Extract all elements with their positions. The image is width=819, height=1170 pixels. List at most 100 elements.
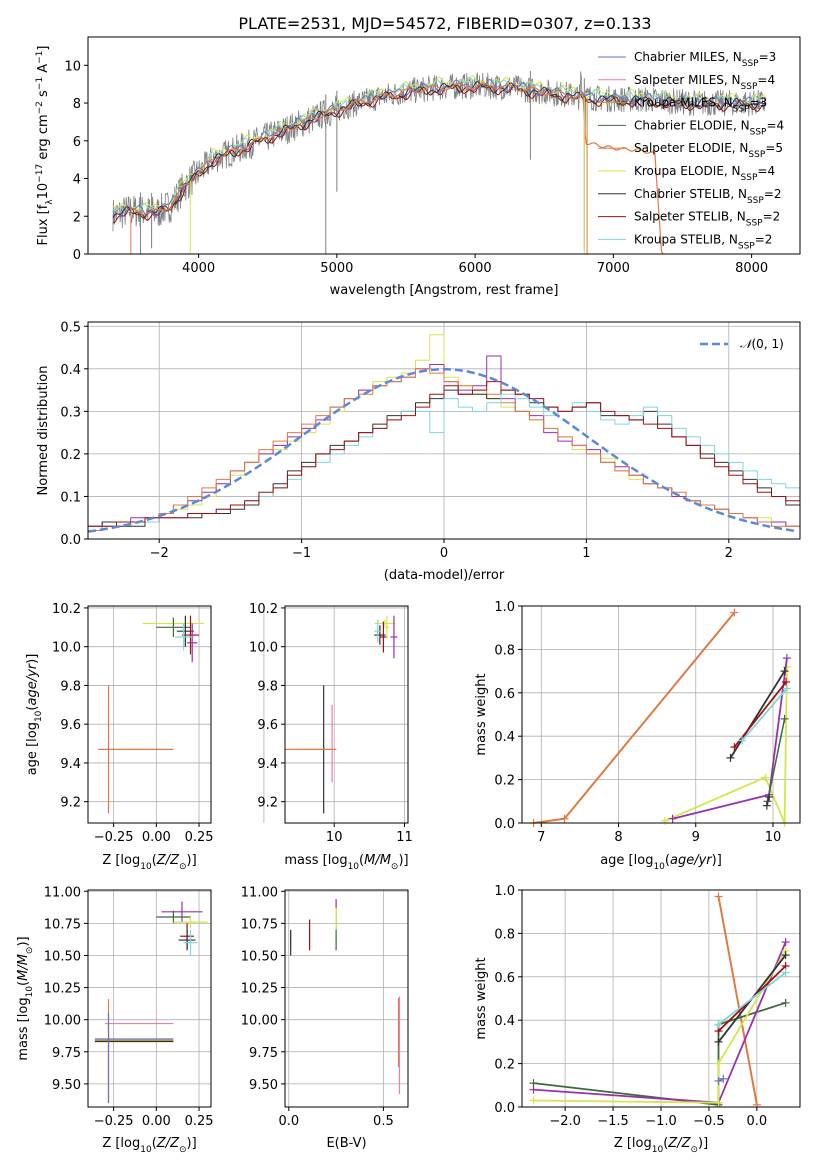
- weight-line: [533, 950, 787, 1104]
- x-tick-label: 0: [440, 546, 448, 561]
- x-tick-label: 0.5: [373, 1114, 394, 1129]
- y-tick-label: 9.50: [249, 1078, 278, 1093]
- x-tick-label: −2.0: [549, 1114, 581, 1129]
- x-axis-label: age [log10(age/yr)]: [600, 853, 722, 872]
- y-tick-label: 0.1: [60, 490, 81, 505]
- y-tick-label: 9.75: [249, 1046, 278, 1061]
- weight-line: [741, 687, 788, 742]
- y-tick-label: 11.00: [241, 885, 278, 900]
- y-tick-label: 8: [73, 97, 81, 112]
- y-tick-label: 10.00: [44, 1014, 81, 1029]
- y-tick-label: 1.0: [494, 884, 515, 899]
- y-tick-label: 0.2: [494, 774, 515, 789]
- x-tick-label: 1: [582, 546, 590, 561]
- y-tick-label: 0.0: [494, 817, 515, 832]
- legend-label: Kroupa STELIB, NSSP=2: [634, 232, 772, 251]
- y-tick-label: 10.0: [52, 641, 81, 656]
- x-axis-label: E(B-V): [326, 1136, 366, 1151]
- y-tick-label: 0: [73, 248, 81, 263]
- x-tick-label: 8000: [735, 261, 768, 276]
- weight-line: [717, 896, 758, 1105]
- x-axis-label: wavelength [Angstrom, rest frame]: [330, 283, 559, 298]
- y-tick-label: 10: [64, 59, 81, 74]
- y-tick-label: 2: [73, 210, 81, 225]
- x-tick-label: 6000: [459, 261, 492, 276]
- y-tick-label: 0.5: [60, 320, 81, 335]
- y-tick-label: 10.25: [44, 982, 81, 997]
- weight-age-frame: [521, 605, 801, 824]
- weight-line: [729, 670, 786, 759]
- x-tick-label: 5000: [320, 261, 353, 276]
- legend-label: Chabrier STELIB, NSSP=2: [634, 187, 782, 206]
- age-mass-frame: [284, 605, 409, 824]
- y-tick-label: 0.4: [494, 1014, 515, 1029]
- x-tick-label: −0.5: [693, 1114, 725, 1129]
- y-tick-label: 6: [73, 135, 81, 150]
- legend-label: Chabrier MILES, NSSP=3: [634, 50, 776, 69]
- x-tick-label: −2: [150, 546, 169, 561]
- y-tick-label: 9.4: [60, 757, 81, 772]
- y-tick-label: 0.8: [494, 927, 515, 942]
- x-tick-label: 7000: [597, 261, 630, 276]
- mass-z-frame: [87, 889, 212, 1108]
- y-tick-label: 0.2: [60, 448, 81, 463]
- x-axis-label: Z [log10(Z/Z⊙)]: [614, 1136, 708, 1155]
- y-tick-label: 10.75: [44, 917, 81, 932]
- y-tick-label: 10.75: [241, 917, 278, 932]
- y-tick-label: 10.2: [52, 602, 81, 617]
- y-tick-label: 0.4: [494, 730, 515, 745]
- y-axis-label: mass weight: [474, 957, 489, 1039]
- legend-label: Chabrier ELODIE, NSSP=4: [634, 118, 784, 137]
- y-axis-label: Flux [fλ10−17 erg cm−2 s−1 A−1]: [35, 46, 55, 246]
- y-tick-label: 9.50: [52, 1078, 81, 1093]
- x-tick-label: 7: [537, 830, 545, 845]
- x-tick-label: 8: [614, 830, 622, 845]
- y-axis-label: mass weight: [474, 673, 489, 755]
- legend-label: Salpeter MILES, NSSP=4: [634, 73, 775, 92]
- x-axis-label: Z [log10(Z/Z⊙)]: [102, 853, 196, 872]
- weight-line: [664, 666, 788, 823]
- x-tick-label: 0.0: [278, 1114, 299, 1129]
- x-tick-label: −0.25: [94, 1114, 134, 1129]
- y-tick-label: 10.50: [44, 949, 81, 964]
- histogram-series: [88, 381, 800, 527]
- legend-label: 𝒩(0, 1): [740, 337, 784, 351]
- weight-line: [766, 718, 786, 802]
- weight-line: [533, 611, 736, 823]
- x-tick-label: 0.00: [142, 1114, 171, 1129]
- y-tick-label: 9.75: [52, 1046, 81, 1061]
- model-line-kroupa-stelib: [112, 77, 766, 214]
- x-tick-label: 11: [396, 830, 413, 845]
- y-tick-label: 1.0: [494, 600, 515, 615]
- x-tick-label: 0.00: [142, 830, 171, 845]
- y-tick-label: 10.00: [241, 1014, 278, 1029]
- spectrum-frame: [87, 36, 801, 255]
- y-tick-label: 4: [73, 173, 81, 188]
- x-tick-label: −1.0: [645, 1114, 677, 1129]
- y-axis-label: age [log10(age/yr)]: [25, 654, 44, 776]
- x-axis-label: mass [log10(M/M⊙)]: [284, 853, 408, 872]
- mass-ebv-frame: [284, 889, 409, 1108]
- y-tick-label: 9.2: [60, 796, 81, 811]
- x-tick-label: 4000: [182, 261, 215, 276]
- gaussian-curve: [88, 368, 798, 533]
- y-tick-label: 9.6: [257, 718, 278, 733]
- model-line-chabrier-stelib: [112, 81, 766, 219]
- y-tick-label: 10.25: [241, 982, 278, 997]
- y-tick-label: 0.0: [60, 533, 81, 548]
- age-z-frame: [87, 605, 212, 824]
- x-axis-label: (data-model)/error: [384, 568, 505, 583]
- y-tick-label: 9.8: [60, 679, 81, 694]
- histogram-series: [88, 368, 800, 531]
- model-line-chabrier-miles: [112, 79, 766, 218]
- y-tick-label: 0.6: [494, 687, 515, 702]
- legend-label: Kroupa ELODIE, NSSP=4: [634, 164, 775, 183]
- y-tick-label: 11.00: [44, 885, 81, 900]
- x-tick-label: 9: [692, 830, 700, 845]
- y-tick-label: 9.8: [257, 679, 278, 694]
- y-tick-label: 0.3: [60, 405, 81, 420]
- x-tick-label: 0.0: [747, 1114, 768, 1129]
- y-axis-label: mass [log10(M/M⊙)]: [16, 936, 35, 1060]
- y-tick-label: 9.6: [60, 718, 81, 733]
- x-tick-label: −0.25: [94, 830, 134, 845]
